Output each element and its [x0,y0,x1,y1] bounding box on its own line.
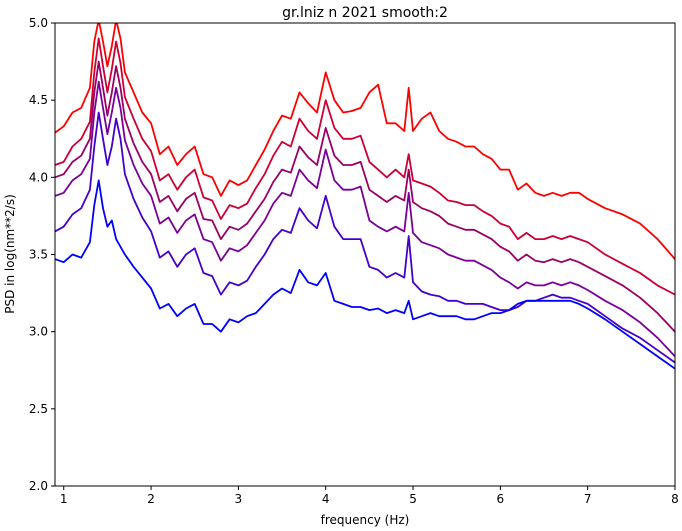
x-tick-label: 6 [497,492,505,506]
series-line-3 [55,60,675,333]
series-line-2 [55,37,675,296]
x-axis-label: frequency (Hz) [321,513,410,527]
x-tick-label: 1 [60,492,68,506]
x-tick-label: 3 [235,492,243,506]
y-tick-label: 4.0 [29,170,48,184]
y-tick-label: 2.5 [29,402,48,416]
x-tick-label: 2 [147,492,155,506]
x-tick-label: 8 [671,492,679,506]
y-tick-label: 5.0 [29,16,48,30]
series-line-6 [55,179,675,370]
x-tick-label: 4 [322,492,330,506]
series-line-4 [55,80,675,358]
x-axis-ticks: 1 2 3 4 5 6 7 8 [60,486,679,506]
y-tick-label: 2.0 [29,479,48,493]
series-line-1 [55,23,675,260]
y-tick-label: 4.5 [29,93,48,107]
y-axis-ticks: 2.0 2.5 3.0 3.5 4.0 4.5 5.0 [29,16,55,493]
x-tick-label: 7 [584,492,592,506]
series-group [55,23,675,370]
y-tick-label: 3.0 [29,325,48,339]
chart-title: gr.lniz n 2021 smooth:2 [282,5,448,21]
x-tick-label: 5 [409,492,417,506]
y-tick-label: 3.5 [29,248,48,262]
y-axis-label: PSD in log(nm**2/s) [3,194,17,314]
